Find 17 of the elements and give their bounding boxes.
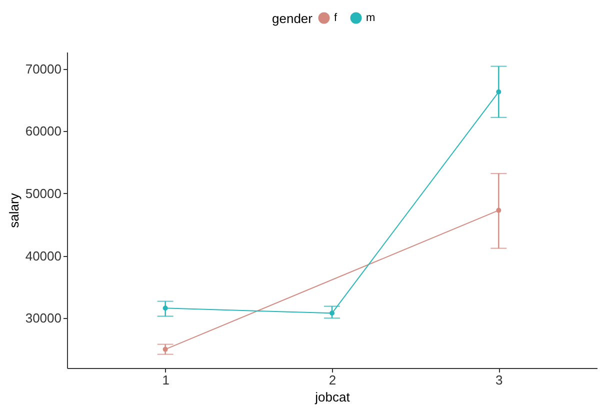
point: [496, 89, 502, 94]
x-tick-label: 3: [496, 372, 503, 388]
point: [162, 346, 168, 352]
y-axis-title: salary: [6, 192, 22, 228]
y-tick-label: 60000: [25, 124, 62, 139]
y-tick-label: 30000: [25, 310, 62, 326]
y-tick-label: 50000: [25, 186, 62, 201]
point: [330, 310, 334, 316]
legend-title: gender: [272, 11, 314, 26]
legend-label: m: [366, 12, 376, 24]
x-tick-label: 1: [162, 372, 170, 388]
legend-label: f: [334, 12, 338, 24]
x-tick-label: 2: [328, 372, 336, 388]
point: [162, 306, 168, 311]
y-tick-label: 70000: [25, 61, 62, 76]
x-axis-title: jobcat: [314, 390, 350, 404]
y-tick-label: 40000: [25, 248, 62, 264]
